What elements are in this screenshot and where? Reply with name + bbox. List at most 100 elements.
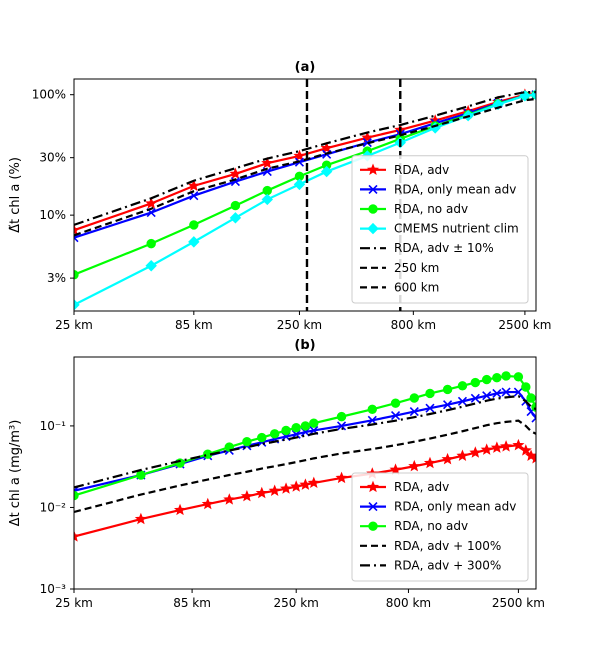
- series-point-rda-adv: [519, 444, 532, 456]
- series-point-rda-only-mean-adv: [531, 413, 536, 423]
- y-tick-label: 10⁻³: [40, 582, 67, 596]
- series-point-rda-adv: [145, 197, 158, 209]
- series-point-rda-no-adv: [242, 437, 252, 447]
- panel-a-plot-area: [74, 88, 536, 311]
- series-point-rda-adv: [201, 497, 214, 510]
- x-tick-label: 250 km: [277, 318, 322, 332]
- series-point-rda-only-mean-adv: [230, 177, 240, 187]
- series-point-rda-adv: [320, 141, 333, 154]
- series-point-rda-only-mean-adv: [457, 396, 468, 406]
- series-point-rda-only-mean-adv: [513, 387, 523, 397]
- legend-box: [351, 155, 529, 304]
- series-point-rda-no-adv: [300, 421, 311, 431]
- x-tick-label: 25 km: [55, 318, 93, 332]
- x-tick-label: 800 km: [391, 318, 436, 332]
- legend-box: [351, 472, 529, 582]
- series-point-rda-adv: [529, 452, 536, 464]
- series-point-rda-no-adv: [425, 388, 435, 399]
- panel-a: (a) 25 km 85 km 250 km 800 km 2500 km 3% 10% 30%…: [8, 60, 551, 332]
- series-point-rda-no-adv: [501, 371, 511, 381]
- series-point-rda-only-mean-adv: [362, 138, 372, 148]
- series-point-rda-no-adv: [257, 432, 267, 443]
- series-point-rda-adv: [335, 471, 348, 484]
- series-point-rda-no-adv: [492, 373, 502, 383]
- series-point-rda-adv: [74, 223, 81, 236]
- series-point-rda-adv: [525, 449, 536, 461]
- series-point-cmems-nutrient-clim: [293, 178, 306, 191]
- series-point-rda-adv: [423, 456, 437, 469]
- series-point-rda-adv: [134, 512, 147, 525]
- series-point-rda-adv: [299, 478, 312, 490]
- series-point-rda-adv: [173, 503, 187, 516]
- series-point-cmems-nutrient-clim: [145, 260, 157, 272]
- series-point-rda-adv: [268, 484, 281, 496]
- series-point-rda-adv: [441, 452, 454, 465]
- series-point-rda-no-adv: [291, 423, 301, 433]
- series-point-rda-only-mean-adv: [336, 421, 347, 431]
- series-point-rda-no-adv: [269, 429, 280, 439]
- series-line-rda-adv-10: [74, 91, 536, 226]
- legend-marker-rda-no-adv: [368, 521, 378, 531]
- legend-label-600-km: 600 km: [394, 280, 439, 294]
- series-point-cmems-nutrient-clim: [229, 212, 242, 224]
- series-point-rda-adv: [255, 486, 268, 499]
- panel-b: (b) 25 km 85 km 250 km 800 km 2500 km 10⁻³ 10⁻²…: [8, 338, 545, 610]
- series-point-cmems-nutrient-clim: [320, 165, 333, 178]
- legend-label-rda-adv-100: RDA, adv + 100%: [394, 539, 501, 553]
- legend-marker-rda-no-adv: [368, 204, 378, 214]
- series-point-rda-no-adv: [309, 418, 319, 428]
- legend-label-rda-no-adv: RDA, no adv: [394, 202, 468, 216]
- series-point-rda-no-adv: [470, 377, 481, 388]
- series-point-rda-adv: [229, 167, 242, 180]
- series-point-rda-adv: [290, 480, 303, 492]
- legend-marker-rda-only-mean-adv: [368, 502, 378, 512]
- legend-label-rda-only-mean-adv: RDA, only mean adv: [394, 182, 516, 196]
- series-point-rda-no-adv: [230, 200, 241, 211]
- series-point-rda-no-adv: [457, 381, 468, 391]
- series-point-rda-adv: [261, 156, 274, 169]
- series-point-rda-no-adv: [189, 220, 199, 230]
- series-point-cmems-nutrient-clim: [261, 193, 273, 206]
- series-line-rda-adv: [74, 93, 536, 232]
- x-tick-label: 2500 km: [498, 318, 551, 332]
- series-point-rda-no-adv: [442, 384, 453, 395]
- legend-label-cmems-nutrient-clim: CMEMS nutrient clim: [394, 222, 519, 236]
- series-point-rda-adv: [389, 463, 402, 475]
- legend-label-rda-adv: RDA, adv: [394, 480, 449, 494]
- series-line-rda-adv-300: [74, 394, 536, 489]
- series-point-rda-no-adv: [482, 374, 492, 385]
- legend-label-rda-no-adv: RDA, no adv: [394, 519, 468, 533]
- series-point-rda-adv: [293, 149, 306, 162]
- panel-a-axes-frame: [73, 78, 537, 312]
- legend-label-rda-adv-300: RDA, adv + 300%: [394, 558, 501, 572]
- series-point-rda-adv: [307, 476, 320, 489]
- series-point-rda-adv: [512, 438, 525, 451]
- series-line-cmems-nutrient-clim: [74, 93, 536, 306]
- legend-marker-rda-adv: [366, 163, 380, 175]
- series-point-rda-no-adv: [521, 382, 531, 392]
- series-point-rda-adv: [500, 440, 513, 452]
- series-line-250-km: [74, 97, 536, 237]
- series-point-rda-no-adv: [336, 411, 347, 422]
- x-tick-label: 85 km: [175, 318, 213, 332]
- panel-b-y-axis-label: Δt chl a (mg/m³): [8, 420, 23, 527]
- panel-b-axes-frame: [73, 356, 537, 590]
- x-tick-label: 25 km: [55, 596, 93, 610]
- series-point-rda-no-adv: [146, 238, 156, 249]
- series-point-rda-no-adv: [513, 372, 524, 382]
- panel-a-legend: RDA, adv RDA, only mean adv RDA, no adv CME…: [351, 155, 529, 304]
- y-tick-label: 100%: [32, 88, 66, 102]
- legend-marker-rda-adv: [366, 480, 380, 493]
- series-point-rda-no-adv: [390, 398, 401, 408]
- panel-b-legend: RDA, adv RDA, only mean adv RDA, no adv RDA…: [351, 472, 529, 582]
- series-point-rda-adv: [469, 446, 482, 458]
- series-point-rda-only-mean-adv: [409, 406, 419, 417]
- series-point-rda-only-mean-adv: [425, 403, 435, 413]
- series-point-rda-only-mean-adv: [492, 388, 502, 399]
- series-point-rda-adv: [280, 482, 293, 494]
- y-tick-label: 30%: [39, 151, 66, 165]
- series-point-rda-no-adv: [526, 393, 536, 403]
- series-point-rda-only-mean-adv: [443, 400, 453, 410]
- legend-label-250-km: 250 km: [394, 261, 439, 275]
